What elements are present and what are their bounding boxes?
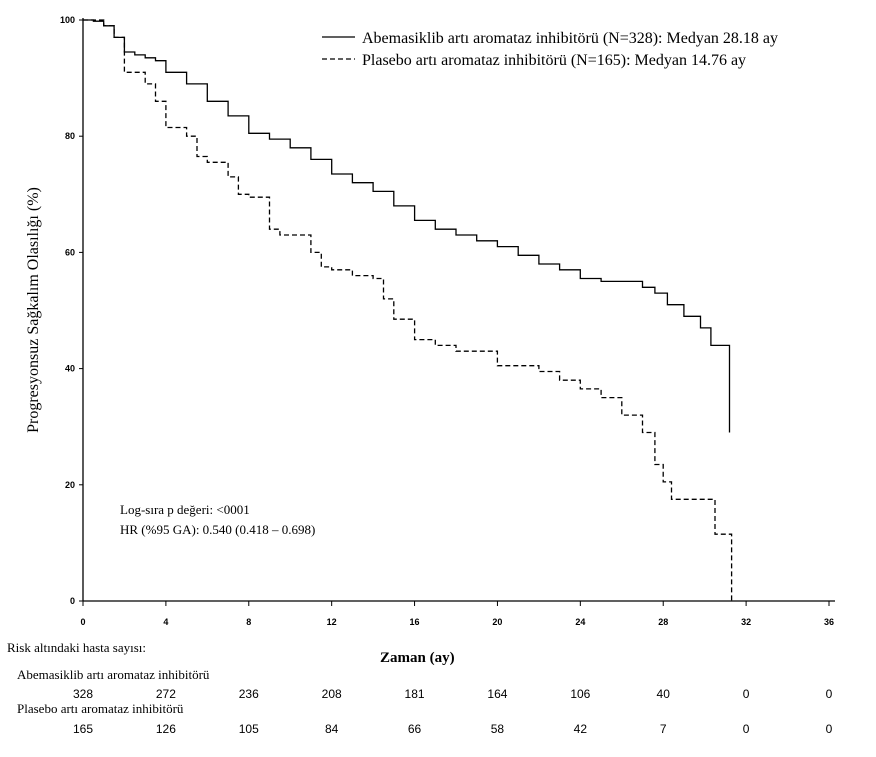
series-line-abemaciclib [83,19,731,433]
x-tick-label: 20 [492,617,502,627]
x-tick-label: 8 [246,617,251,627]
risk-count: 208 [321,687,342,701]
km-chart: 0 20 40 60 80 100 0 4 8 12 16 20 24 28 32 36 Abemasikli… [25,15,835,627]
risk-group-label-abemaciclib: Abemasiklib artı aromataz inhibitörü [17,667,210,682]
risk-count: 164 [487,687,508,701]
x-tick-label: 28 [658,617,668,627]
x-tick-label: 4 [163,617,168,627]
series-line-placebo [83,19,733,601]
x-tick-label: 36 [824,617,834,627]
y-tick-label: 20 [65,480,75,490]
risk-count: 126 [155,722,176,736]
x-axis-label: Zaman (ay) [380,650,455,666]
risk-table-title: Risk altındaki hasta sayısı: [7,640,147,655]
risk-count: 84 [324,722,339,736]
y-tick-label: 60 [65,247,75,257]
y-axis-label: Progresyonsuz Sağkalım Olasılığı (%) [25,187,42,433]
risk-count: 105 [238,722,259,736]
risk-count: 40 [656,687,670,701]
risk-group-label-placebo: Plasebo artı aromataz inhibitörü [17,701,184,716]
y-tick-label: 0 [70,596,75,606]
y-tick-label: 40 [65,364,75,374]
hr-annotation: HR (%95 GA): 0.540 (0.418 – 0.698) [120,522,315,537]
risk-count: 0 [825,722,833,736]
y-tick-label: 100 [60,15,75,25]
risk-count: 328 [72,687,94,701]
risk-count: 7 [659,722,667,736]
risk-count: 58 [490,722,505,736]
legend-label-placebo: Plasebo artı aromataz inhibitörü (N=165)… [362,52,746,69]
risk-table: Risk altındaki hasta sayısı: Zaman (ay) … [0,640,876,757]
x-tick-label: 32 [741,617,751,627]
risk-count: 66 [407,722,422,736]
risk-count: 0 [742,722,750,736]
x-tick-label: 24 [575,617,585,627]
risk-count: 181 [404,687,425,701]
risk-count: 165 [72,722,94,736]
axes: 0 20 40 60 80 100 0 4 8 12 16 20 24 28 32 36 [60,15,835,627]
curves [83,19,733,601]
legend: Abemasiklib artı aromataz inhibitörü (N=… [322,30,778,69]
risk-count: 236 [238,687,259,701]
logrank-annotation: Log-sıra p değeri: <0001 [120,502,250,517]
risk-count: 272 [155,687,176,701]
risk-count: 106 [570,687,591,701]
y-tick-label: 80 [65,131,75,141]
risk-count: 42 [573,722,587,736]
x-tick-label: 0 [80,617,85,627]
x-tick-label: 12 [327,617,337,627]
risk-count: 0 [825,687,833,701]
x-tick-label: 16 [410,617,420,627]
risk-count: 0 [742,687,750,701]
legend-label-abemaciclib: Abemasiklib artı aromataz inhibitörü (N=… [362,30,778,47]
